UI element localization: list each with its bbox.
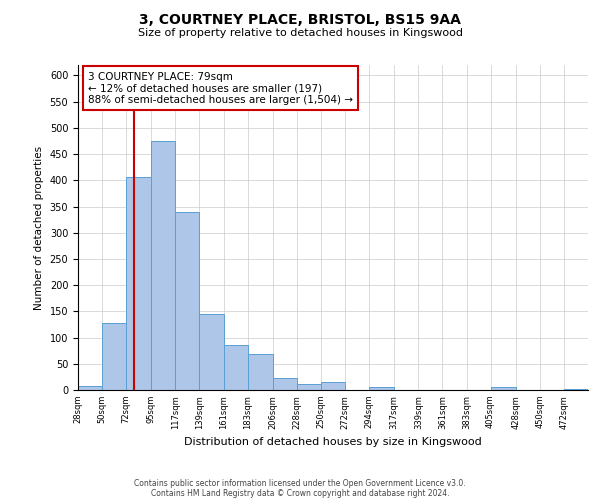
Bar: [78, 386, 102, 390]
Bar: [199, 314, 224, 390]
Bar: [151, 141, 175, 390]
Bar: [102, 323, 126, 390]
Text: 3 COURTNEY PLACE: 79sqm
← 12% of detached houses are smaller (197)
88% of semi-d: 3 COURTNEY PLACE: 79sqm ← 12% of detache…: [88, 72, 353, 104]
Bar: [321, 382, 345, 390]
Y-axis label: Number of detached properties: Number of detached properties: [34, 146, 44, 310]
Bar: [491, 388, 516, 390]
Bar: [224, 346, 248, 390]
Bar: [564, 389, 588, 390]
Bar: [126, 177, 151, 390]
Bar: [369, 387, 394, 390]
Text: 3, COURTNEY PLACE, BRISTOL, BS15 9AA: 3, COURTNEY PLACE, BRISTOL, BS15 9AA: [139, 12, 461, 26]
Text: Size of property relative to detached houses in Kingswood: Size of property relative to detached ho…: [137, 28, 463, 38]
Bar: [273, 378, 297, 390]
Text: Contains public sector information licensed under the Open Government Licence v3: Contains public sector information licen…: [134, 478, 466, 488]
X-axis label: Distribution of detached houses by size in Kingswood: Distribution of detached houses by size …: [184, 437, 482, 447]
Text: Contains HM Land Registry data © Crown copyright and database right 2024.: Contains HM Land Registry data © Crown c…: [151, 488, 449, 498]
Bar: [248, 354, 273, 390]
Bar: [175, 212, 199, 390]
Bar: [297, 384, 321, 390]
